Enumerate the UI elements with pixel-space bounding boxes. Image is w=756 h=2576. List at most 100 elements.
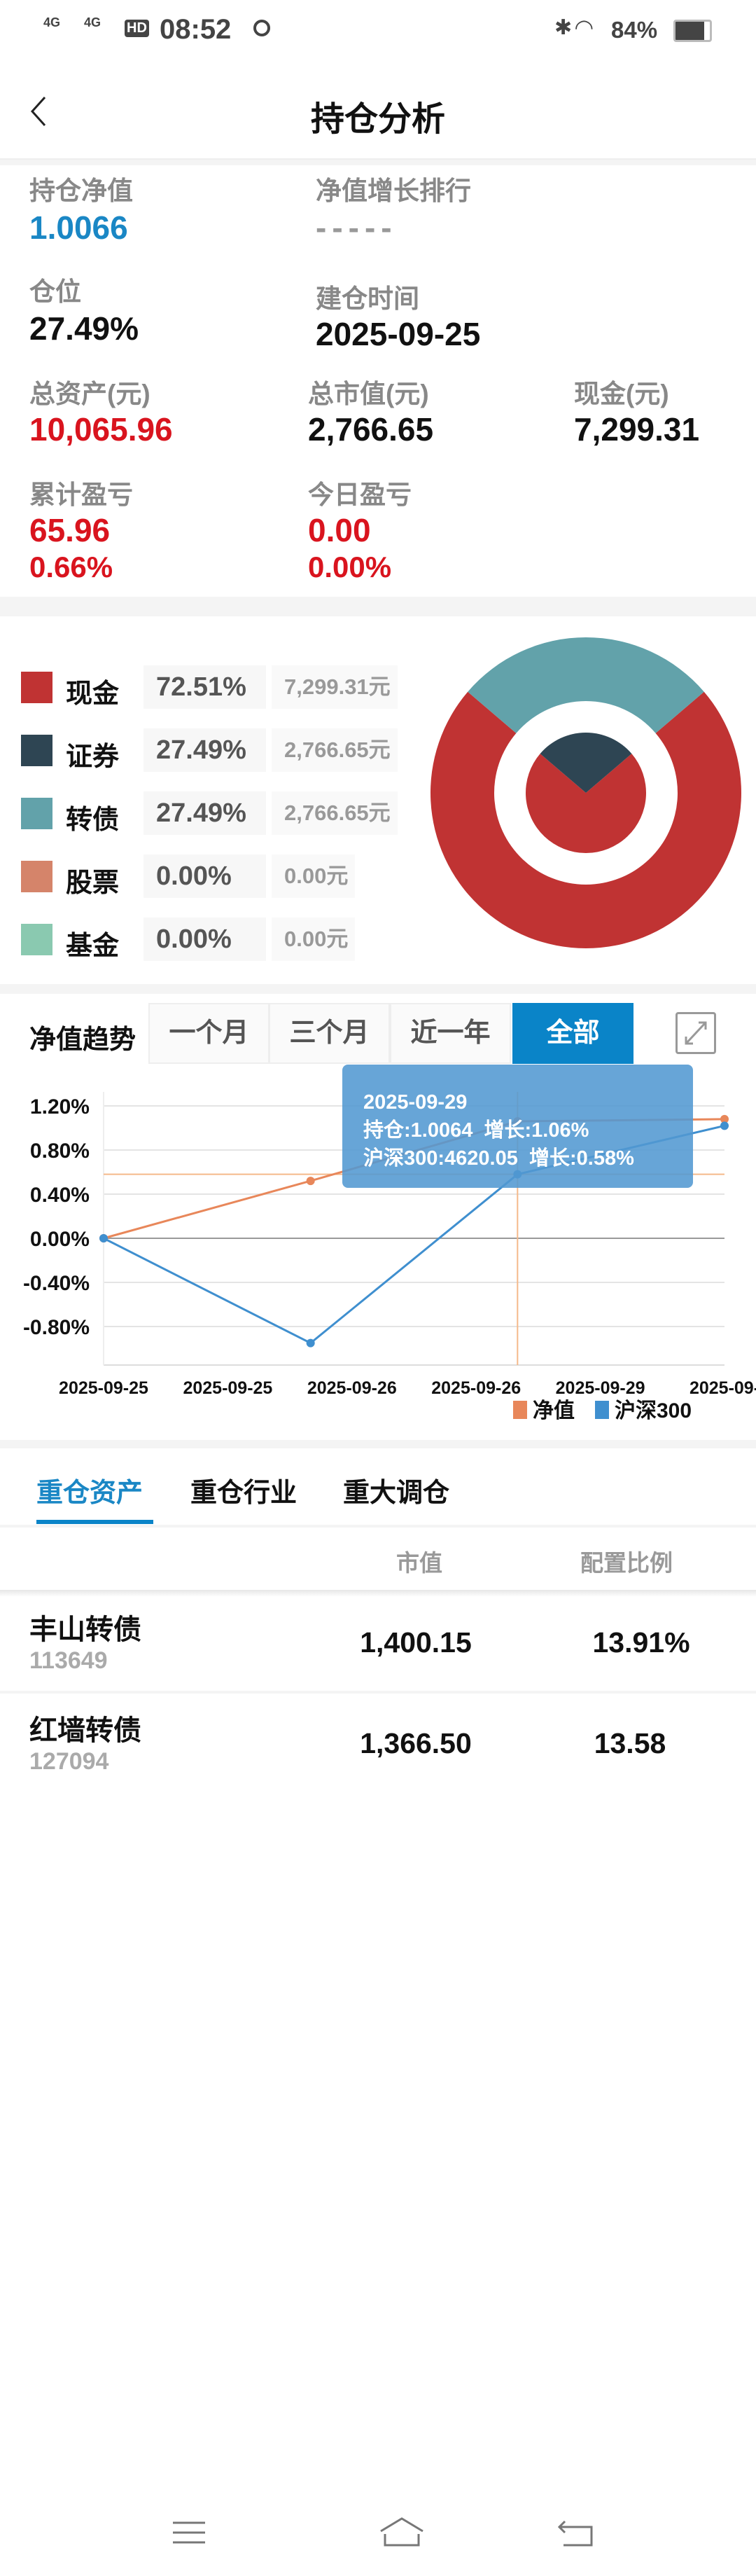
menu-button[interactable] <box>172 2520 206 2545</box>
column-market-value: 市值 <box>396 1550 442 1576</box>
inner-pie-slice <box>526 754 646 853</box>
total-assets-label: 总资产(元) <box>29 380 150 408</box>
allocation-percent: 0.00% <box>144 854 266 898</box>
signal-icon: 4G <box>84 15 102 29</box>
holding-ratio: 13.58 <box>594 1727 666 1759</box>
data-point <box>720 1121 729 1130</box>
return-icon <box>557 2520 593 2547</box>
divider <box>0 160 756 165</box>
legend-swatch <box>21 861 52 892</box>
inner-pie-slice <box>540 733 632 793</box>
bluetooth-icon: ✱ <box>554 16 573 39</box>
divider <box>0 984 756 994</box>
start-date-label: 建仓时间 <box>316 284 419 313</box>
legend-label: 沪深300 <box>615 1399 692 1421</box>
x-tick-label: 2025-09-29 <box>556 1378 645 1398</box>
fullscreen-button[interactable] <box>676 1012 716 1054</box>
allocation-amount: 2,766.65元 <box>272 791 398 835</box>
y-tick-label: 0.80% <box>30 1140 90 1163</box>
battery-percent: 84% <box>611 17 658 43</box>
y-tick-label: 1.20% <box>30 1095 90 1119</box>
cash-value: 7,299.31 <box>574 411 700 448</box>
holding-name: 丰山转债 <box>29 1614 141 1645</box>
trend-title: 净值趋势 <box>29 1025 136 1055</box>
allocation-amount: 2,766.65元 <box>272 728 398 772</box>
data-point <box>720 1114 729 1123</box>
cash-label: 现金(元) <box>574 380 669 408</box>
start-date-value: 2025-09-25 <box>316 316 481 352</box>
hd-icon: HD <box>125 20 149 37</box>
market-value-label: 总市值(元) <box>308 380 429 408</box>
allocation-name: 股票 <box>66 868 120 898</box>
divider <box>0 597 756 616</box>
allocation-panel: 现金 72.51% 7,299.31元 证券 27.49% 2,766.65元 转债 27.4… <box>0 616 756 984</box>
header-shadow <box>0 1590 756 1597</box>
back-button[interactable] <box>28 95 56 128</box>
position-label: 仓位 <box>29 277 81 306</box>
data-point <box>306 1338 315 1348</box>
home-button[interactable] <box>378 2516 426 2548</box>
legend-swatch <box>21 924 52 955</box>
rank-value: ----- <box>316 209 398 246</box>
tab-one-month[interactable]: 一个月 <box>148 1003 270 1064</box>
holding-ratio: 13.91% <box>592 1626 690 1659</box>
today-pl-value: 0.00 <box>308 512 371 548</box>
x-tick-label: 2025-09-26 <box>307 1378 397 1398</box>
legend-swatch <box>21 672 52 703</box>
y-tick-label: 0.40% <box>30 1184 90 1207</box>
holding-code: 113649 <box>29 1647 108 1674</box>
tab-one-year[interactable]: 近一年 <box>390 1003 511 1064</box>
y-tick-label: -0.40% <box>23 1272 90 1295</box>
cumulative-pl-pct: 0.66% <box>29 550 113 583</box>
divider <box>0 1525 756 1528</box>
y-tick-label: -0.80% <box>23 1316 90 1339</box>
data-point <box>99 1234 108 1242</box>
outer-ring-slice <box>468 637 704 733</box>
today-pl-label: 今日盈亏 <box>308 480 412 509</box>
nav-label: 持仓净值 <box>29 176 133 205</box>
allocation-name: 基金 <box>66 932 120 961</box>
cumulative-pl-label: 累计盈亏 <box>29 480 133 509</box>
tab-major-rebalance[interactable]: 重大调仓 <box>343 1479 450 1508</box>
tab-top-assets[interactable]: 重仓资产 <box>36 1479 144 1508</box>
y-tick-label: 0.00% <box>30 1228 90 1251</box>
page-title: 持仓分析 <box>310 101 445 138</box>
status-bar: 4G 4G HD 08:52 ✱ ◠ 84% <box>0 0 756 63</box>
allocation-amount: 0.00元 <box>272 854 356 898</box>
x-tick-label: 2025-09-26 <box>431 1378 521 1398</box>
allocation-amount: 7,299.31元 <box>272 665 398 709</box>
divider <box>0 1440 756 1448</box>
tab-three-months[interactable]: 三个月 <box>269 1003 390 1064</box>
allocation-percent: 0.00% <box>144 917 266 961</box>
sync-icon <box>253 20 270 36</box>
chevron-left-icon <box>30 96 46 127</box>
home-icon <box>380 2517 424 2547</box>
holding-value: 1,400.15 <box>360 1626 472 1659</box>
allocation-percent: 72.51% <box>144 665 266 709</box>
allocation-amount: 0.00元 <box>272 917 356 961</box>
legend-label: 净值 <box>533 1399 575 1421</box>
legend-swatch <box>21 735 52 766</box>
outer-ring-slice <box>430 691 741 948</box>
x-tick-label: 2025-09- <box>690 1378 756 1398</box>
allocation-name: 现金 <box>66 679 120 709</box>
wifi-icon: ◠ <box>575 15 593 40</box>
holding-name: 红墙转债 <box>29 1715 141 1746</box>
active-tab-indicator <box>36 1520 153 1524</box>
tooltip-line2: 沪深300:4620.05 增长:0.58% <box>363 1147 634 1170</box>
tab-top-industries[interactable]: 重仓行业 <box>190 1479 298 1508</box>
back-nav-button[interactable] <box>556 2519 595 2548</box>
holding-value: 1,366.50 <box>360 1727 472 1759</box>
expand-icon <box>685 1021 707 1045</box>
tab-all[interactable]: 全部 <box>512 1003 634 1064</box>
market-value-value: 2,766.65 <box>308 411 434 448</box>
x-tick-label: 2025-09-25 <box>59 1378 148 1398</box>
menu-icon <box>173 2521 205 2544</box>
allocation-percent: 27.49% <box>144 791 266 835</box>
signal-icon: 4G <box>43 15 61 29</box>
tooltip-date: 2025-09-29 <box>363 1091 468 1114</box>
data-point <box>306 1177 315 1186</box>
legend-swatch <box>595 1401 609 1419</box>
today-pl-pct: 0.00% <box>308 550 392 583</box>
chart-tooltip: 2025-09-29 持仓:1.0064 增长:1.06% 沪深300:4620… <box>342 1065 693 1188</box>
